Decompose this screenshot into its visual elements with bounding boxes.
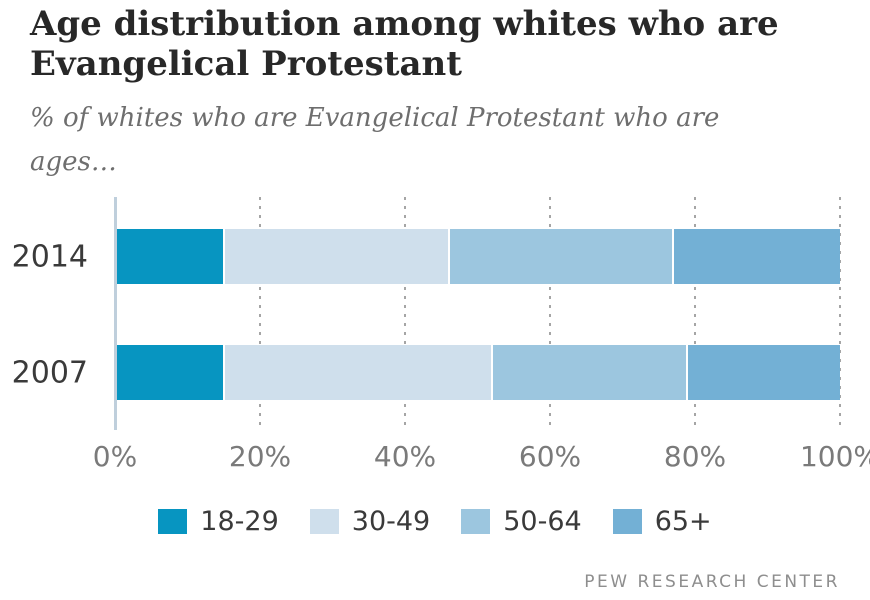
legend-swatch-50-64 — [461, 508, 491, 534]
chart-subtitle: % of whites who are Evangelical Protesta… — [30, 96, 790, 184]
x-tick-label-40: 40% — [373, 440, 437, 473]
x-tick-label-0: 0% — [92, 440, 138, 473]
gridline-80pct — [694, 197, 696, 430]
legend-label-18-29: 18-29 — [200, 505, 279, 537]
bar-segment-2014-18-29 — [117, 229, 226, 284]
category-label-2007: 2007 — [11, 355, 88, 390]
chart-title-line2: Evangelical Protestant — [30, 44, 462, 84]
source-credit: PEW RESEARCH CENTER — [584, 572, 840, 592]
legend-swatch-18-29 — [158, 508, 188, 534]
stacked-bar-2014 — [0, 229, 870, 284]
chart-subtitle-line1: % of whites who are Evangelical Protesta… — [30, 103, 720, 133]
chart-title: Age distribution among whites who are Ev… — [30, 4, 830, 84]
legend-swatch-65+ — [612, 508, 642, 534]
legend-item-65+: 65+ — [612, 505, 712, 537]
bar-segment-2014-65+ — [673, 229, 840, 284]
gridline-40pct — [404, 197, 406, 430]
bar-segment-2014-50-64 — [449, 229, 674, 284]
legend-label-65+: 65+ — [654, 505, 712, 537]
gridline-100pct — [839, 197, 841, 430]
legend: 18-29 30-49 50-64 65+ — [0, 503, 870, 539]
chart-subtitle-line2: ages… — [30, 147, 117, 177]
x-tick-label-20: 20% — [228, 440, 292, 473]
chart-title-line1: Age distribution among whites who are — [30, 4, 779, 44]
x-tick-label-60: 60% — [518, 440, 582, 473]
legend-item-18-29: 18-29 — [158, 505, 279, 537]
legend-label-30-49: 30-49 — [351, 505, 431, 537]
legend-item-30-49: 30-49 — [309, 505, 431, 537]
x-axis-tick-labels: 0% 20% 40% 60% 80% 100% — [0, 442, 870, 476]
bar-segment-2007-18-29 — [117, 345, 226, 400]
y-axis-line — [114, 197, 117, 430]
bar-segment-2007-50-64 — [492, 345, 689, 400]
bar-segment-2007-65+ — [688, 345, 840, 400]
legend-label-50-64: 50-64 — [503, 505, 582, 537]
stacked-bar-2007 — [0, 345, 870, 400]
gridline-20pct — [259, 197, 261, 430]
legend-swatch-30-49 — [309, 508, 339, 534]
category-label-2014: 2014 — [11, 239, 88, 274]
x-tick-label-100: 100% — [799, 440, 870, 473]
gridline-60pct — [549, 197, 551, 430]
legend-item-50-64: 50-64 — [461, 505, 582, 537]
bar-segment-2007-30-49 — [225, 345, 493, 400]
bar-segment-2014-30-49 — [225, 229, 450, 284]
x-tick-label-80: 80% — [663, 440, 727, 473]
plot-area: 2014 2007 — [0, 197, 870, 430]
